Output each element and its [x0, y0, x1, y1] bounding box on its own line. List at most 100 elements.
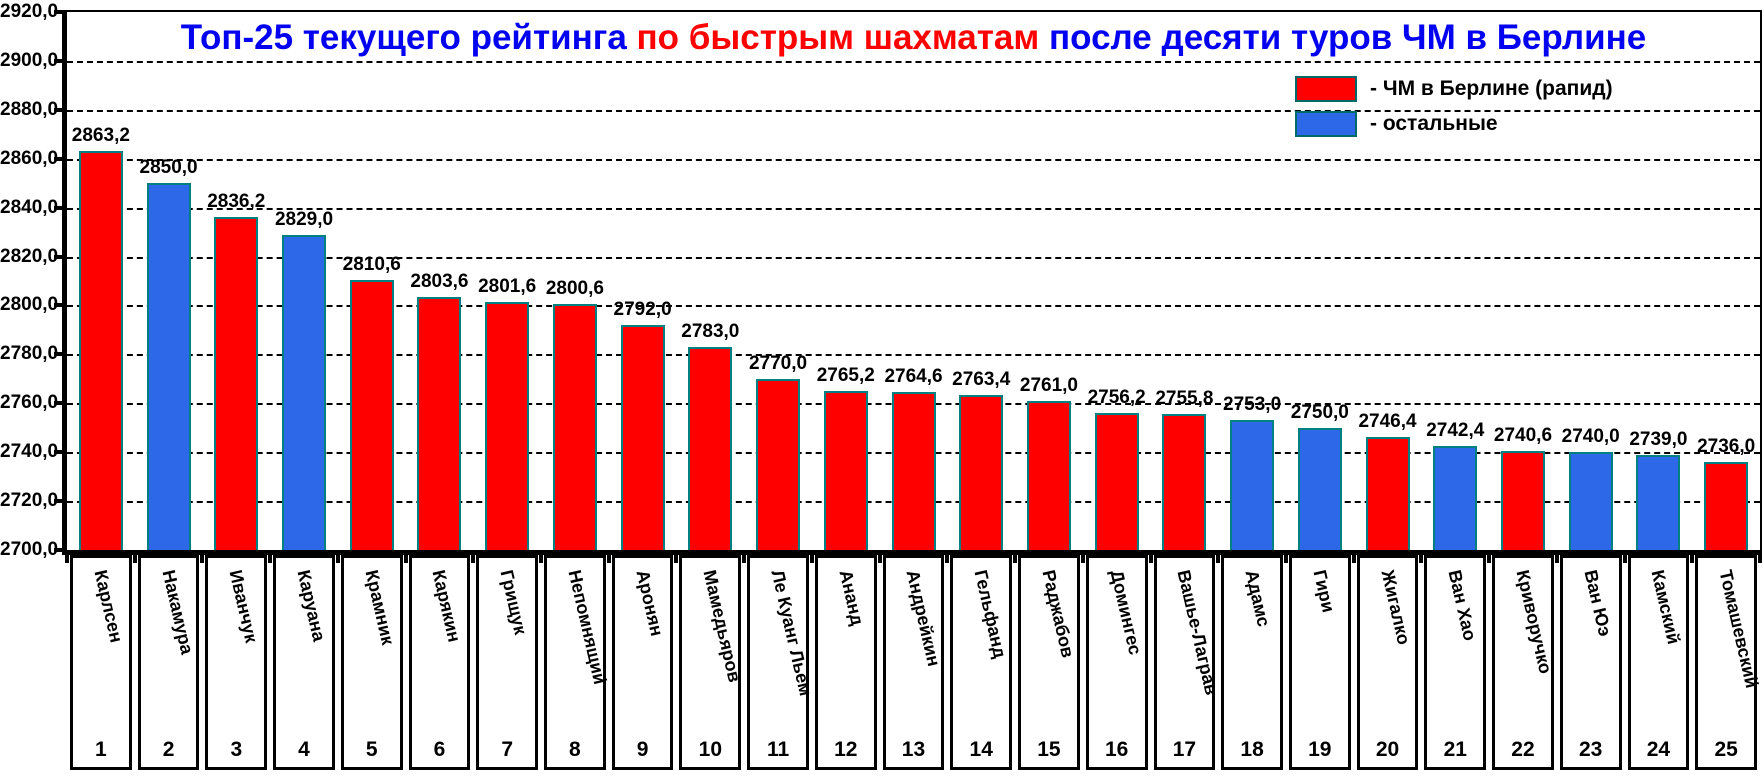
bar [349, 279, 394, 550]
column-tick-mark [1487, 553, 1492, 563]
category-box: Адамс 18 [1221, 555, 1283, 770]
category-box: Аронян 9 [611, 555, 674, 770]
category-box: Камский 24 [1627, 555, 1690, 770]
column-tick-mark [1080, 553, 1085, 563]
category-name-label: Каруана [293, 568, 330, 644]
bar-value-label: 2765,2 [816, 364, 875, 386]
chart-title-part-blue2: после десяти туров ЧМ в Берлине [1039, 18, 1647, 57]
y-tick-label: 2920,0 [0, 1, 59, 22]
category-name-label: Аронян [632, 568, 667, 639]
category-box: Ван Хао 21 [1424, 555, 1487, 770]
column-tick-mark [606, 553, 611, 563]
category-rank-label: 22 [1511, 738, 1535, 761]
category-rank-label: 12 [834, 738, 858, 761]
category-box: Томашевский 25 [1695, 555, 1762, 770]
bar-value-label: 2740,6 [1493, 424, 1553, 446]
bar-value-label: 2740,0 [1561, 426, 1620, 448]
category-rank-label: 9 [636, 738, 649, 761]
bar [959, 394, 1004, 550]
y-tick-label: 2820,0 [0, 245, 59, 267]
column-tick-mark [1758, 553, 1762, 563]
bar-value-label: 2792,0 [613, 299, 672, 321]
y-tick-mark [54, 303, 62, 308]
bar [756, 378, 801, 550]
category-rank-label: 11 [766, 738, 790, 761]
column-tick-mark [200, 553, 205, 563]
category-rank-label: 20 [1375, 738, 1400, 761]
column-tick-mark [471, 553, 476, 563]
bar-value-label: 2761,0 [1019, 374, 1078, 396]
legend-label-berlin: - ЧМ в Берлине (рапид) [1370, 77, 1613, 100]
column-tick-mark [1351, 553, 1356, 563]
category-box: Крамник 5 [340, 555, 403, 770]
bar [1433, 446, 1478, 550]
category-rank-label: 7 [501, 738, 514, 761]
y-tick-mark [54, 401, 62, 406]
bar-value-label: 2803,6 [410, 270, 469, 292]
category-rank-label: 10 [698, 738, 722, 761]
column-tick-mark [1013, 553, 1018, 563]
category-name-label: Раджабов [1038, 568, 1079, 660]
y-tick-mark [54, 205, 62, 210]
column-tick-mark [809, 553, 814, 563]
category-name-label: Непомнящий [564, 568, 611, 687]
bar [1636, 454, 1681, 550]
y-tick-label: 2900,0 [0, 49, 59, 71]
gridline [67, 256, 1760, 259]
category-box: Каруана 4 [273, 555, 335, 770]
bar [1162, 413, 1207, 550]
category-name-label: Карякин [428, 568, 465, 645]
bar [620, 325, 665, 550]
column-tick-mark [1690, 553, 1695, 563]
bar-value-label: 2753,0 [1223, 394, 1282, 416]
bar-value-label: 2783,0 [681, 321, 740, 343]
bar-value-label: 2764,6 [884, 366, 943, 388]
category-rank-label: 17 [1172, 738, 1197, 761]
bar [1704, 461, 1749, 550]
y-tick-mark [54, 10, 62, 14]
gridline [67, 354, 1760, 357]
y-tick-mark [54, 254, 62, 259]
bar [823, 390, 868, 550]
column-tick-mark [403, 553, 408, 563]
category-rank-label: 14 [969, 738, 993, 761]
category-box: Ван Юэ 23 [1559, 555, 1622, 770]
bar-value-label: 2810,6 [342, 253, 401, 275]
category-box: Гири 19 [1288, 555, 1351, 770]
bar [1365, 436, 1410, 550]
category-rank-label: 18 [1240, 738, 1264, 761]
category-box: Раджабов 15 [1018, 555, 1080, 770]
category-rank-label: 25 [1714, 738, 1738, 761]
category-name-label: Мамедьяров [699, 568, 746, 685]
y-tick-label: 2800,0 [0, 294, 59, 316]
bar-value-label: 2746,4 [1358, 410, 1417, 432]
category-box: Гельфанд 14 [950, 555, 1013, 770]
category-name-label: Андрейкин [902, 568, 945, 669]
y-tick-label: 2720,0 [0, 490, 59, 512]
category-box: Карякин 6 [408, 555, 471, 770]
category-box: Ананд 12 [814, 555, 877, 770]
y-tick-label: 2880,0 [0, 98, 59, 120]
bar-value-label: 2800,6 [545, 277, 604, 299]
category-name-label: Ананд [835, 568, 868, 628]
gridline [67, 109, 1760, 112]
column-tick-mark [335, 553, 340, 563]
category-rank-label: 24 [1646, 738, 1671, 761]
column-tick-mark [1622, 553, 1627, 563]
category-name-label: Адамс [1241, 568, 1275, 629]
category-rank-label: 13 [901, 738, 926, 761]
column-tick-mark [268, 553, 273, 563]
bar-value-label: 2736,0 [1697, 435, 1756, 457]
category-name-label: Жигалко [1377, 568, 1414, 647]
bar-value-label: 2763,4 [952, 368, 1011, 390]
bar [146, 183, 191, 550]
category-box: Андрейкин 13 [882, 555, 945, 770]
category-rank-label: 21 [1443, 738, 1467, 761]
bar-value-label: 2750,0 [1290, 401, 1349, 423]
column-tick-mark [1216, 553, 1221, 563]
chart-title: Топ-25 текущего рейтинга по быстрым шахм… [67, 18, 1760, 58]
chart-title-part-red: по быстрым шахматам [636, 18, 1040, 57]
bar-value-label: 2770,0 [748, 352, 808, 374]
category-box: Криворучко 22 [1492, 555, 1556, 770]
bar [891, 392, 936, 550]
